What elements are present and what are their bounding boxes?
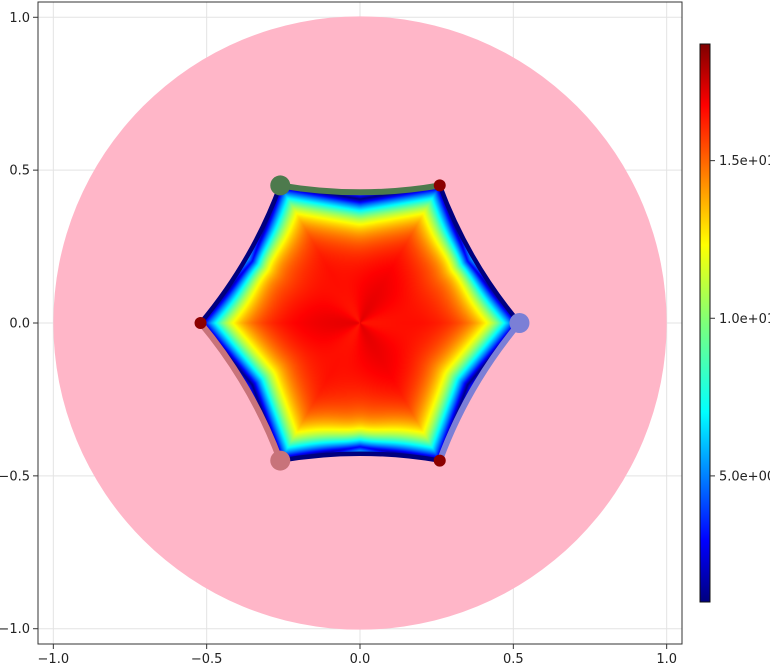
x-tick-label: −1.0 (38, 652, 70, 667)
y-tick-label: −1.0 (0, 622, 30, 637)
colorbar: 5.0e+00 1.0e+01 1.5e+01 (699, 43, 770, 603)
y-tick-label: 0.0 (9, 317, 30, 332)
vertex-point (270, 450, 291, 471)
colorbar-ticks: 5.0e+00 1.0e+01 1.5e+01 (710, 154, 770, 484)
vertex-point (433, 179, 446, 192)
y-axis: −1.0 −0.5 0.0 0.5 1.0 (0, 11, 38, 637)
vertex-markers (194, 175, 530, 471)
vertex-point (270, 175, 291, 196)
x-tick-label: 1.0 (656, 652, 677, 667)
x-tick-label: −0.5 (191, 652, 223, 667)
highlighted-edge (197, 320, 284, 464)
y-tick-label: 0.5 (9, 164, 30, 179)
highlighted-edge (436, 320, 523, 464)
y-tick-label: 1.0 (9, 11, 30, 26)
vertex-point (433, 454, 446, 467)
plot-area (53, 16, 667, 630)
x-tick-label: 0.0 (350, 652, 371, 667)
colorbar-tick-label: 1.5e+01 (719, 154, 770, 169)
colorbar-tick-label: 5.0e+00 (719, 469, 770, 484)
vertex-point (194, 317, 207, 329)
y-tick-label: −0.5 (0, 469, 30, 484)
vertex-point (509, 313, 530, 333)
highlighted-edge (277, 182, 443, 196)
colorbar-gradient (699, 43, 711, 603)
x-tick-label: 0.5 (503, 652, 524, 667)
colorbar-tick-label: 1.0e+01 (719, 312, 770, 327)
x-axis: −1.0 −0.5 0.0 0.5 1.0 (38, 644, 677, 667)
